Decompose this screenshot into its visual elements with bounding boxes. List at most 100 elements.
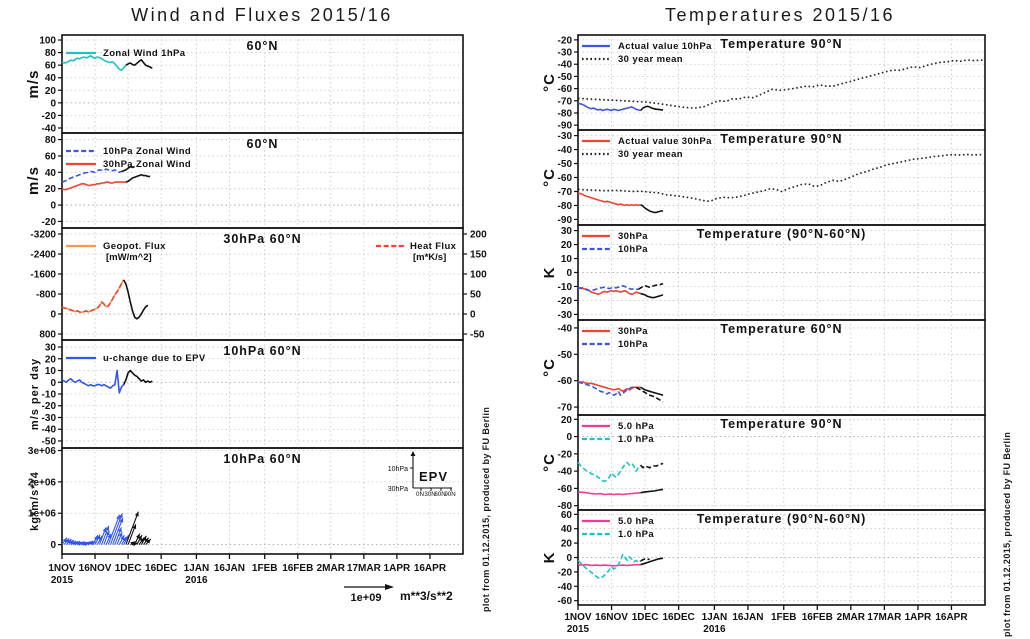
xtick-label: 16JAN [732,612,763,623]
xtick-label: 16DEC [145,563,177,574]
panel-title: Temperature 90°N [720,417,842,431]
series-forecast [640,105,663,112]
ytick-label: -20 [558,449,573,460]
epv-vector [114,527,122,545]
series-forecast [122,279,149,320]
legend-label: Geopot. Flux [103,241,166,252]
panel-temp-90n-30hpa: -30 -40 -50 -60 -70 -80 -90 Temperature 90°N °C A… [541,129,986,226]
xtick-label: 1JAN [702,612,728,623]
series-forecast-30hpa [640,386,664,396]
series-forecast [122,369,153,385]
series-zonal-wind-10hpa [61,168,122,183]
ytick-label: -50 [558,159,573,170]
series-actual-10hpa [577,102,641,112]
inset-xlabel: 30N [424,491,435,498]
ytick-label: -800 [36,290,56,301]
right-arrow-icon [385,584,394,590]
legend-label: 1.0 hPa [618,434,654,445]
series-forecast-1hpa [640,462,664,469]
xtick-label: 16DEC [663,612,695,623]
ytick-label: 20 [561,539,573,550]
ytick-label: -20 [558,567,573,578]
series-forecast-10hpa [635,386,664,403]
ytick-label: 30 [45,343,57,354]
series-heat-flux [61,279,125,314]
legend-label: 30 year mean [618,54,683,65]
ytick-label: -20 [42,111,57,122]
ytick-label: 20 [561,415,573,426]
legend-label: [m*K/s] [413,252,446,263]
epv-vector [112,517,124,545]
series-diff-1hpa [577,553,642,580]
xtick-label: 16JAN [214,563,245,574]
figure-title-wind-fluxes: Wind and Fluxes 2015/16 [131,5,393,25]
y-axis-label: K [541,552,558,564]
ytick-label: 10 [45,366,57,377]
xtick-label: 17MAR [867,612,902,623]
ytick-label: -40 [558,145,573,156]
xtick-label: 1APR [384,563,411,574]
ytick-label: -90 [558,215,573,226]
ytick-label-right: 150 [470,250,487,261]
ytick-label: -60 [558,484,573,495]
series-temp-1hpa [577,461,642,483]
figure-title-temperatures: Temperatures 2015/16 [664,5,896,25]
legend-label: [mW/m^2] [106,252,152,263]
legend-label: 30hPa Zonal Wind [103,159,191,170]
panel-temp-90n-upper: 20 0 -20 -40 -60 -80 Temperature 90°N °C 5.0 hPa… [541,414,986,512]
epv-vector [134,533,141,545]
ytick-label: 80 [45,48,57,59]
legend-label: 1.0 hPa [618,529,654,540]
ytick-label: 100 [39,36,56,47]
xtick-label: 1APR [905,612,932,623]
ytick-label: -20 [42,401,57,412]
ytick-label: -30 [558,131,573,142]
inset-xlabel: 0N [416,491,424,498]
xtick-label: 1FEB [252,563,278,574]
legend-label: 30hPa [618,326,648,337]
ytick-label: -30 [42,413,57,424]
ytick-label: -40 [558,467,573,478]
ytick-label: -10 [42,390,57,401]
epv-vector [105,533,112,545]
ytick-label: 20 [45,184,57,195]
panel-title: Temperature 60°N [720,322,842,336]
ytick-label: 20 [45,86,57,97]
ytick-label: 0 [566,432,572,443]
ytick-label: -20 [558,35,573,46]
epv-vector [127,524,137,545]
y-axis-label: K [541,267,558,279]
series-temp-10hpa [577,381,637,396]
ytick-label: 60 [45,151,57,162]
epv-vector [101,525,110,545]
xtick-sublabel: 2016 [703,624,726,635]
ytick-label-right: 200 [470,230,487,241]
xtick-label: 2MAR [837,612,866,623]
ytick-label: -20 [42,217,57,228]
xtick-label: 1NOV [564,612,592,623]
inset-ylabel: 10hPa [388,466,408,473]
ytick-label: 20 [561,240,573,251]
epv-vector [103,530,110,545]
ytick-label: -40 [558,60,573,71]
ytick-label: 0 [566,268,572,279]
ytick-label: -60 [558,596,573,607]
series-mean-30yr [577,153,983,203]
ytick-label: -70 [558,403,573,414]
epv-vector [145,538,152,545]
epv-vector [98,527,107,545]
xtick-label: 16NOV [79,563,112,574]
xtick-label: 16APR [414,563,447,574]
ytick-label: -40 [558,323,573,334]
legend-label: Actual value 30hPa [618,136,712,147]
xtick-label: 16FEB [802,612,833,623]
legend-label: 30 year mean [618,149,683,160]
panel-title: Temperature (90°N-60°N) [697,512,867,526]
ytick-label: -50 [558,72,573,83]
panel-border [577,509,986,606]
series-forecast-30hpa [640,292,664,299]
xtick-label: 1DEC [115,563,142,574]
xtick-label: 2MAR [317,563,346,574]
